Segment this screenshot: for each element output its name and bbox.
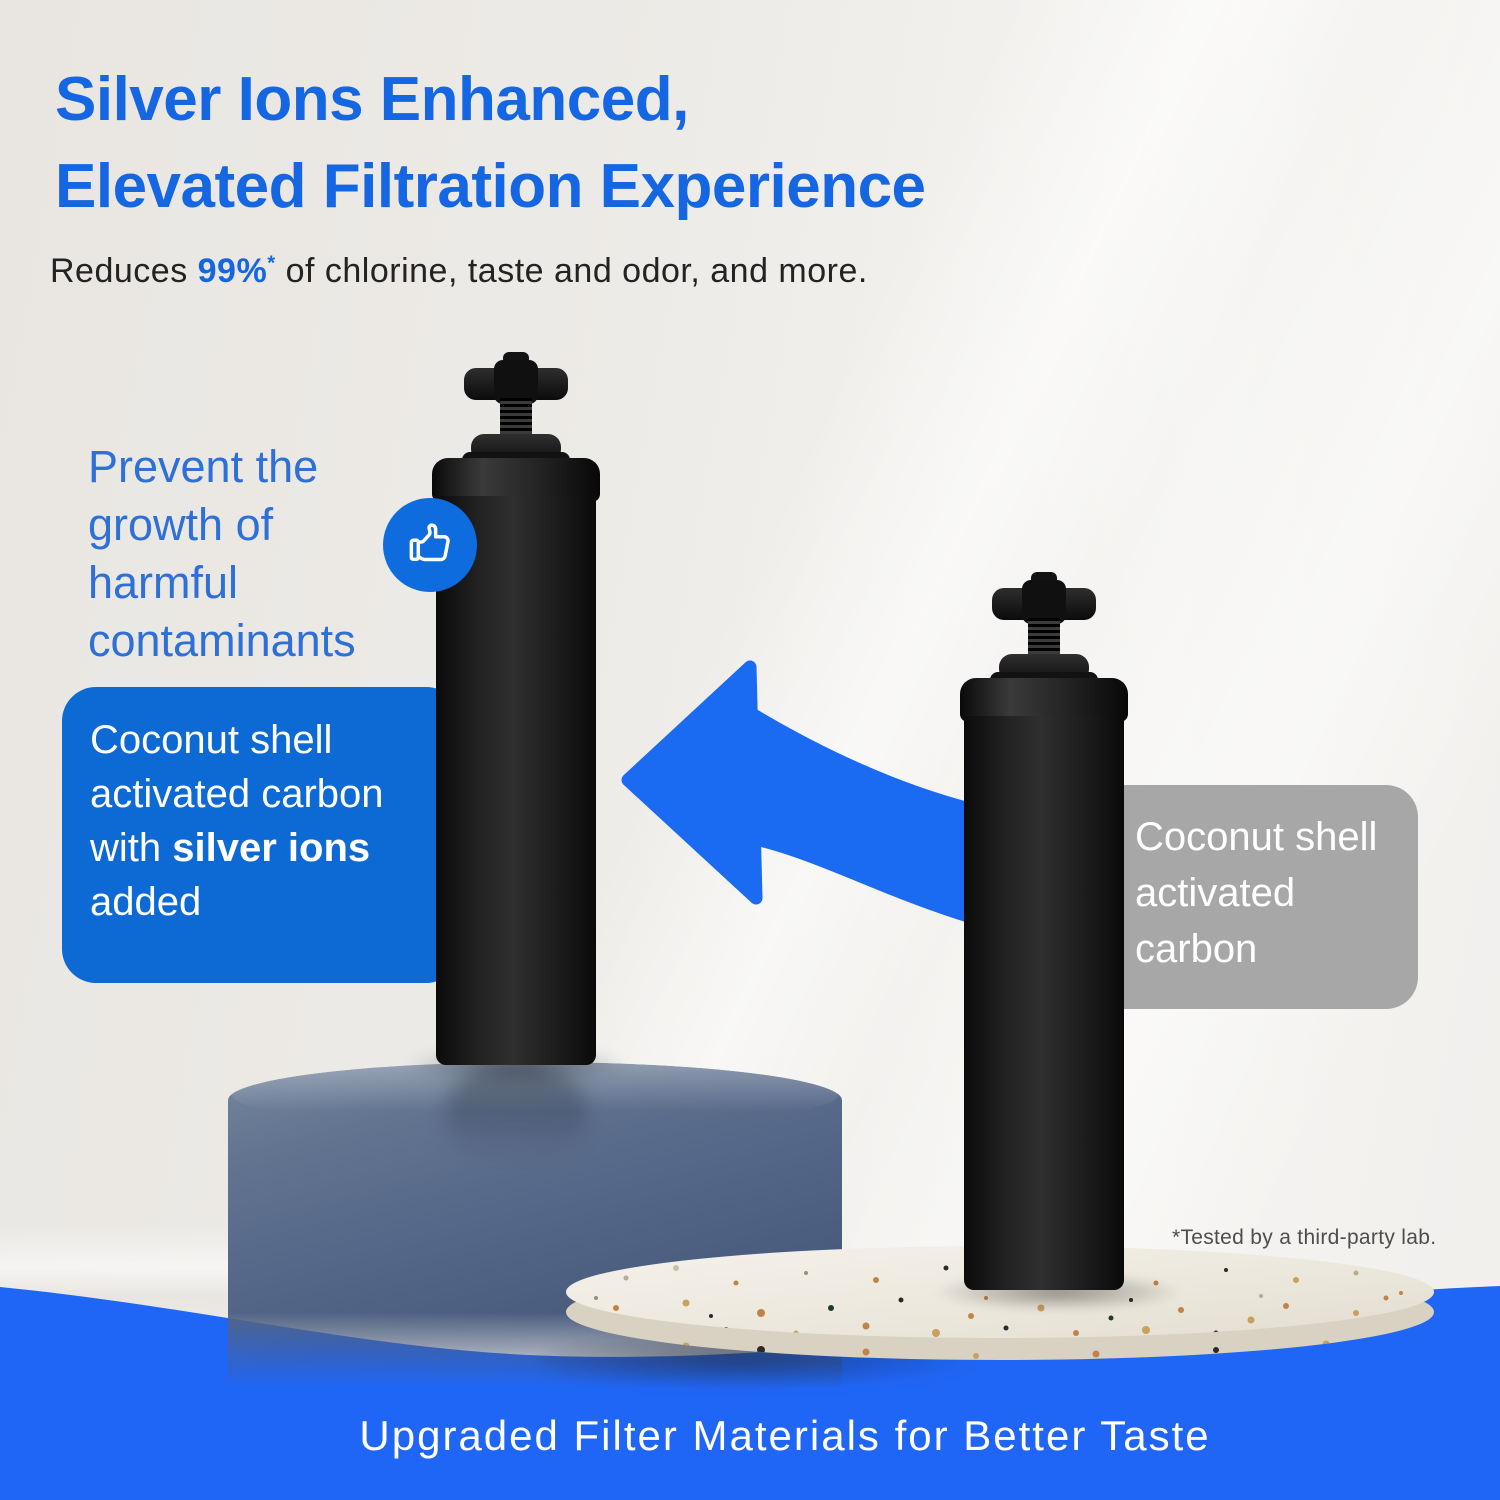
filter-cartridge-new	[432, 352, 600, 1065]
page-title: Silver Ions Enhanced, Elevated Filtratio…	[55, 56, 926, 230]
thumbs-up-badge	[383, 498, 477, 592]
subtitle-highlight: 99%	[197, 252, 268, 290]
callout-line: harmful	[88, 557, 239, 608]
subtitle: Reduces 99%* of chlorine, taste and odor…	[50, 252, 868, 291]
card-line: activated	[1135, 871, 1296, 915]
card-line-bold-text: silver ions	[172, 826, 371, 870]
card-line: added	[90, 880, 202, 924]
card-line: with silver ions	[90, 821, 460, 875]
disc-top	[566, 1246, 1434, 1338]
footnote: *Tested by a third-party lab.	[1172, 1226, 1437, 1249]
title-line-2: Elevated Filtration Experience	[55, 152, 926, 221]
filter-rim	[960, 678, 1128, 722]
new-filter-reflection	[446, 1068, 586, 1160]
filter-cartridge-old	[960, 572, 1128, 1290]
subtitle-asterisk: *	[267, 252, 276, 275]
subtitle-suffix: of chlorine, taste and odor, and more.	[275, 252, 868, 290]
callout-line: contaminants	[88, 615, 356, 666]
banner-text: Upgraded Filter Materials for Better Tas…	[359, 1412, 1211, 1459]
card-line: carbon	[1135, 927, 1258, 971]
filter-rim	[432, 458, 600, 502]
silver-ions-card: Coconut shell activated carbon with silv…	[62, 687, 460, 983]
terrazzo-disc	[566, 1246, 1434, 1360]
disc-side-speckles	[613, 1335, 1330, 1359]
filter-body	[436, 496, 596, 1065]
callout-line: Prevent the	[88, 441, 319, 492]
subtitle-prefix: Reduces	[50, 252, 198, 290]
prevent-growth-callout: Prevent the growth of harmful contaminan…	[88, 438, 356, 670]
filter-wing-hub	[1022, 580, 1066, 624]
callout-line: growth of	[88, 499, 274, 550]
card-line-text: with	[90, 826, 173, 870]
card-line: Coconut shell	[90, 718, 333, 762]
filter-body	[964, 716, 1124, 1290]
title-line-1: Silver Ions Enhanced,	[55, 65, 689, 134]
filter-wing-hub	[494, 360, 538, 404]
thumbs-up-icon	[409, 523, 450, 562]
card-line: activated carbon	[90, 772, 384, 816]
card-line: Coconut shell	[1135, 815, 1378, 859]
